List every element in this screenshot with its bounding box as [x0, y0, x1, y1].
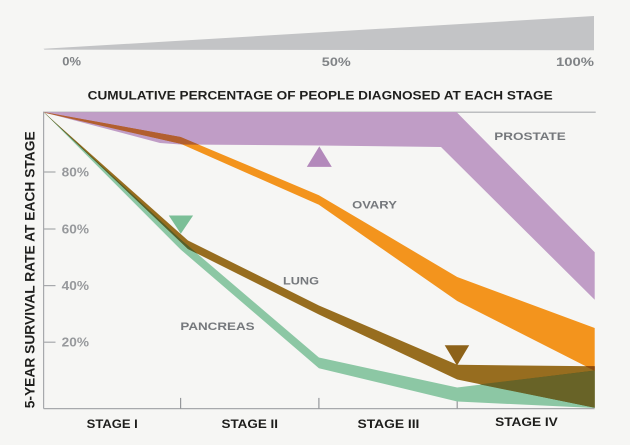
svg-text:OVARY: OVARY: [352, 199, 397, 211]
svg-text:STAGE I: STAGE I: [87, 417, 138, 431]
svg-text:5-YEAR SURVIVAL RATE AT EACH S: 5-YEAR SURVIVAL RATE AT EACH STAGE: [22, 131, 37, 408]
svg-text:60%: 60%: [62, 222, 90, 237]
svg-text:CUMULATIVE PERCENTAGE OF PEOPL: CUMULATIVE PERCENTAGE OF PEOPLE DIAGNOSE…: [88, 88, 553, 102]
svg-text:0%: 0%: [62, 55, 81, 69]
svg-text:80%: 80%: [62, 165, 90, 180]
svg-text:100%: 100%: [556, 55, 594, 69]
svg-text:STAGE III: STAGE III: [358, 417, 420, 431]
svg-text:STAGE II: STAGE II: [222, 417, 279, 431]
svg-text:PROSTATE: PROSTATE: [494, 131, 566, 143]
svg-text:40%: 40%: [62, 278, 90, 293]
svg-text:LUNG: LUNG: [283, 275, 319, 287]
svg-text:PANCREAS: PANCREAS: [180, 321, 255, 333]
svg-text:20%: 20%: [62, 335, 90, 350]
svg-text:STAGE IV: STAGE IV: [495, 415, 558, 429]
svg-text:50%: 50%: [322, 55, 351, 69]
